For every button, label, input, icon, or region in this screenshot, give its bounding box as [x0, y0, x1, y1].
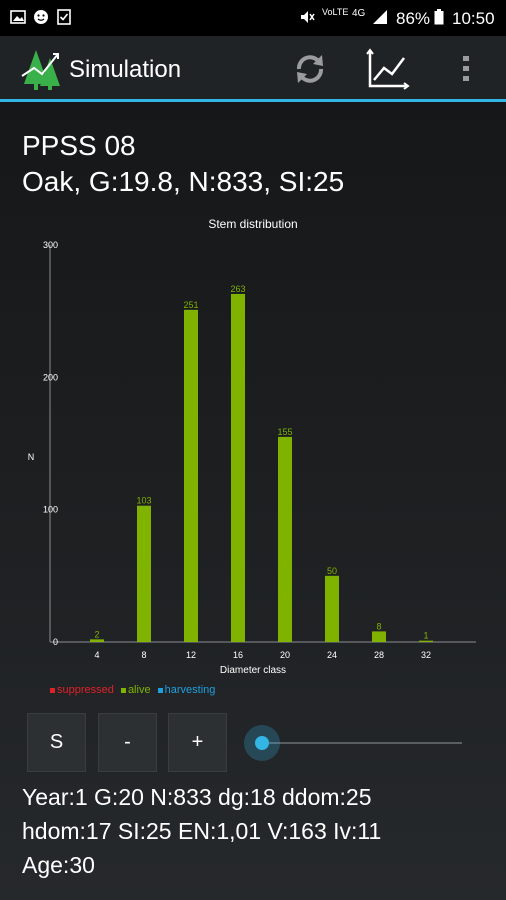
bar-32: [419, 640, 433, 642]
checkbox-icon: [57, 9, 71, 25]
x-tick-label-4: 4: [94, 650, 99, 660]
x-axis-label: Diameter class: [220, 665, 286, 676]
data-label-12: 251: [183, 300, 198, 310]
data-label-4: 2: [94, 629, 99, 639]
battery-icon: [434, 9, 444, 25]
data-label-16: 263: [230, 284, 245, 294]
app-title: Simulation: [69, 56, 182, 83]
y-axis-label: N: [28, 452, 35, 462]
stats-line-1: Year:1 G:20 N:833 dg:18 ddom:25: [22, 784, 372, 810]
y-tick-label: 0: [53, 637, 58, 647]
data-label-8: 103: [136, 496, 151, 506]
battery-percent: 86%: [396, 9, 431, 28]
volte-label: VoLTE: [322, 7, 349, 17]
image-icon: [10, 10, 26, 24]
stats-line-2: hdom:17 SI:25 EN:1,01 V:163 Iv:11: [22, 818, 382, 844]
legend-alive-label: alive: [127, 684, 151, 696]
year-slider-track[interactable]: [262, 742, 462, 744]
chart-title: Stem distribution: [208, 217, 297, 231]
stats-line-3: Age:30: [22, 852, 95, 878]
year-slider-thumb[interactable]: [244, 725, 280, 761]
mute-icon: [301, 11, 315, 23]
bar-28: [372, 631, 386, 642]
x-tick-label-28: 28: [374, 650, 384, 660]
legend-item-harvesting: harvesting: [157, 684, 218, 696]
plus-button[interactable]: +: [168, 713, 227, 772]
plot-name: PPSS 08: [22, 130, 136, 161]
stand-info: Oak, G:19.8, N:833, SI:25: [22, 166, 345, 197]
legend-item-alive: alive: [120, 684, 153, 696]
signal-icon: [373, 10, 387, 24]
s-button[interactable]: S: [27, 713, 86, 772]
face-icon: [34, 10, 48, 24]
data-label-24: 50: [327, 566, 337, 576]
app-bar-divider: [0, 99, 506, 102]
chart-legend: suppressed alive harvesting: [50, 684, 219, 696]
bar-24: [325, 575, 339, 642]
refresh-icon[interactable]: [292, 52, 328, 86]
x-tick-label-16: 16: [233, 650, 243, 660]
data-label-28: 8: [376, 621, 381, 631]
tree-logo-icon[interactable]: [20, 46, 66, 92]
clock: 10:50: [452, 9, 495, 28]
legend-item-suppressed: suppressed: [50, 684, 116, 696]
y-tick-label: 100: [43, 505, 58, 515]
bar-20: [278, 436, 292, 642]
bar-12: [184, 309, 198, 642]
legend-harvesting-label: harvesting: [164, 684, 216, 696]
stem-distribution-chart: Stem distribution N Diameter class 0 100 2…: [28, 217, 476, 676]
app-bar: [0, 36, 506, 99]
chart-icon[interactable]: [366, 48, 410, 90]
status-bar: VoLTE 4G 86% 10:50: [0, 0, 506, 36]
x-tick-label-8: 8: [141, 650, 146, 660]
minus-button[interactable]: -: [98, 713, 157, 772]
bar-4: [90, 639, 104, 642]
network-label: 4G: [352, 8, 366, 19]
x-tick-label-12: 12: [186, 650, 196, 660]
x-tick-label-32: 32: [421, 650, 431, 660]
overflow-menu-icon[interactable]: [460, 54, 472, 84]
y-tick-label: 300: [43, 240, 58, 250]
x-tick-label-24: 24: [327, 650, 337, 660]
data-label-20: 155: [277, 427, 292, 437]
legend-suppressed-label: suppressed: [57, 684, 114, 696]
bar-16: [231, 293, 245, 642]
x-tick-label-20: 20: [280, 650, 290, 660]
data-label-32: 1: [423, 631, 428, 641]
y-tick-label: 200: [43, 372, 58, 382]
bar-8: [137, 505, 151, 642]
